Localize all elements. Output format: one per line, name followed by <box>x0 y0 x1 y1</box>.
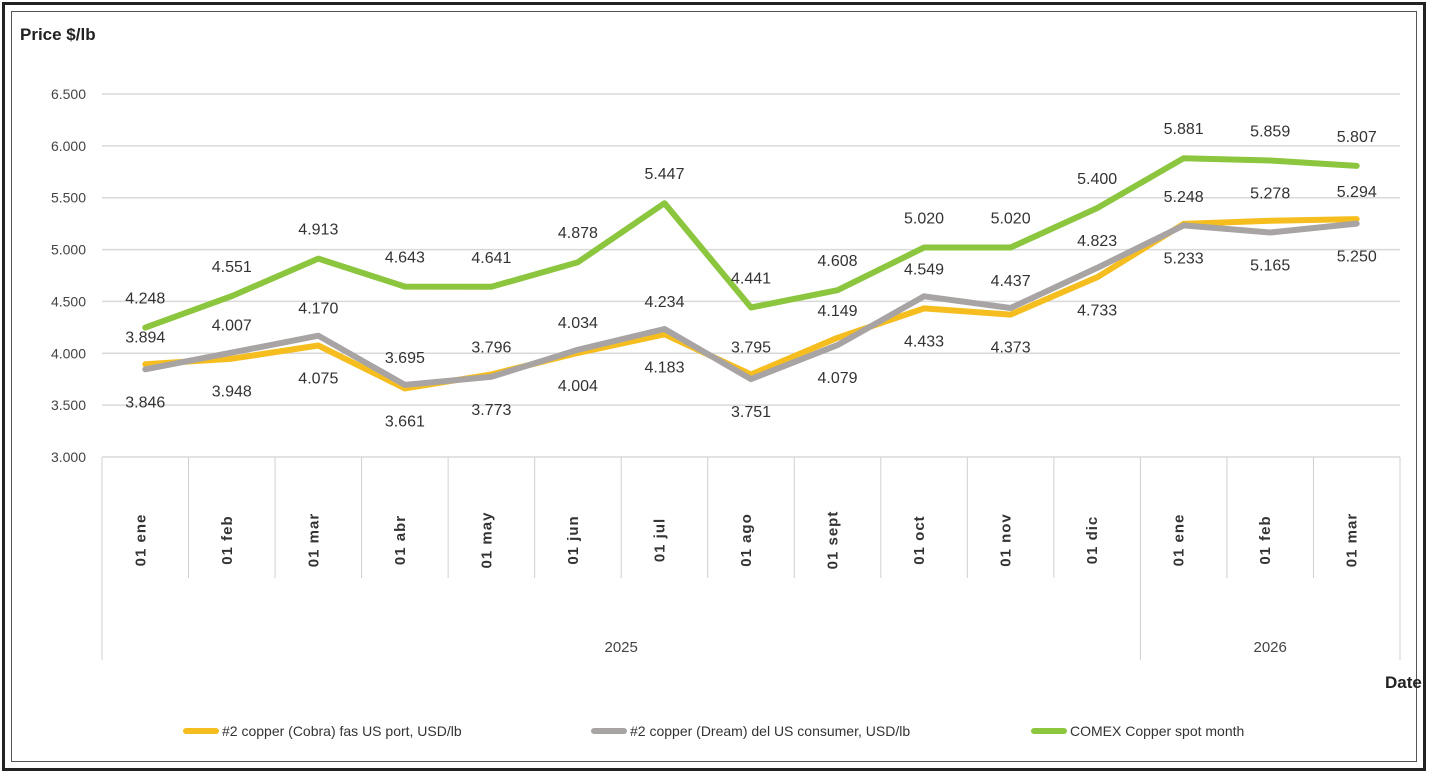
data-label: 4.549 <box>904 261 944 278</box>
x-axis-label: Date <box>1385 673 1422 692</box>
data-label: 5.294 <box>1337 184 1377 201</box>
y-tick-label: 3.000 <box>51 449 86 465</box>
series-lines <box>142 155 1360 392</box>
x-tick-label: 01 feb <box>219 515 236 564</box>
data-label: 5.020 <box>904 210 944 227</box>
data-label: 4.034 <box>558 315 598 332</box>
series-line-3 <box>142 155 1360 331</box>
year-label: 2026 <box>1254 639 1287 656</box>
year-label: 2025 <box>605 639 638 656</box>
data-label: 5.278 <box>1250 186 1290 203</box>
data-label: 3.795 <box>731 340 771 357</box>
y-tick-label: 4.000 <box>51 345 86 361</box>
data-label: 4.733 <box>1077 302 1117 319</box>
x-tick-label: 01 dic <box>1084 516 1101 565</box>
data-label: 4.373 <box>991 340 1031 357</box>
data-label: 3.948 <box>212 384 252 401</box>
y-tick-labels: 3.000 3.500 4.000 4.500 5.000 5.500 6.000 6.500 <box>51 86 86 465</box>
series-line-2 <box>142 220 1360 388</box>
x-tick-label: 01 abr <box>392 515 409 565</box>
legend-label: COMEX Copper spot month <box>1070 723 1244 739</box>
x-tick-label: 01 mar <box>1344 513 1361 567</box>
x-axis: 01 ene 01 feb 01 mar 01 abr 01 may 01 jun 01 j… <box>101 457 1401 660</box>
gridlines <box>102 93 1400 458</box>
data-label: 3.773 <box>471 402 511 419</box>
data-labels: 4.248 3.894 3.846 4.551 4.007 3.948 4.913 4.170… <box>125 121 1377 430</box>
x-tick-label: 01 oct <box>911 515 928 564</box>
x-tick-label: 01 nov <box>998 513 1015 567</box>
data-label: 4.149 <box>818 303 858 320</box>
data-label: 5.165 <box>1250 257 1290 274</box>
data-label: 3.846 <box>125 394 165 411</box>
data-label: 4.878 <box>558 225 598 242</box>
data-label: 5.807 <box>1337 129 1377 146</box>
x-tick-label: 01 sept <box>825 511 842 570</box>
x-tick-label: 01 mar <box>305 513 322 567</box>
data-label: 4.441 <box>731 271 771 288</box>
x-tick-label: 01 ene <box>1171 514 1188 567</box>
data-label: 4.608 <box>818 253 858 270</box>
data-label: 5.400 <box>1077 171 1117 188</box>
y-tick-label: 6.500 <box>51 86 86 102</box>
data-label: 4.004 <box>558 378 598 395</box>
x-tick-label: 01 ene <box>132 514 149 567</box>
data-label: 3.894 <box>125 329 165 346</box>
data-label: 4.641 <box>471 250 511 267</box>
x-tick-label: 01 jun <box>565 515 582 564</box>
data-label: 4.823 <box>1077 233 1117 250</box>
y-axis-label: Price $/lb <box>20 25 96 44</box>
data-label: 4.234 <box>644 294 684 311</box>
data-label: 3.751 <box>731 404 771 421</box>
data-label: 5.881 <box>1164 121 1204 138</box>
data-label: 4.437 <box>991 273 1031 290</box>
x-tick-label: 01 feb <box>1257 515 1274 564</box>
legend: #2 copper (Cobra) fas US port, USD/lb #2 … <box>183 723 1244 739</box>
y-tick-label: 6.000 <box>51 138 86 154</box>
x-tick-label: 01 ago <box>738 513 755 567</box>
y-tick-label: 5.500 <box>51 190 86 206</box>
legend-label: #2 copper (Cobra) fas US port, USD/lb <box>222 723 462 739</box>
data-label: 5.250 <box>1337 249 1377 266</box>
legend-label: #2 copper (Dream) del US consumer, USD/l… <box>630 723 910 739</box>
x-tick-label: 01 jul <box>651 518 668 562</box>
x-tick-label: 01 may <box>478 512 495 569</box>
data-label: 4.433 <box>904 333 944 350</box>
data-label: 4.079 <box>818 370 858 387</box>
data-label: 5.447 <box>644 166 684 183</box>
data-label: 4.170 <box>298 301 338 318</box>
data-label: 5.248 <box>1164 189 1204 206</box>
data-label: 4.248 <box>125 291 165 308</box>
data-label: 5.859 <box>1250 123 1290 140</box>
y-tick-label: 3.500 <box>51 397 86 413</box>
data-label: 3.695 <box>385 350 425 367</box>
data-label: 3.661 <box>385 413 425 430</box>
chart-inner-border <box>11 11 1417 762</box>
data-label: 4.007 <box>212 318 252 335</box>
data-label: 4.183 <box>644 359 684 376</box>
data-label: 3.796 <box>471 339 511 356</box>
data-label: 5.233 <box>1164 250 1204 267</box>
y-tick-label: 4.500 <box>51 293 86 309</box>
data-label: 4.075 <box>298 371 338 388</box>
data-label: 5.020 <box>991 210 1031 227</box>
data-label: 4.551 <box>212 259 252 276</box>
y-tick-label: 5.000 <box>51 242 86 258</box>
data-label: 4.913 <box>298 222 338 239</box>
data-label: 4.643 <box>385 250 425 267</box>
